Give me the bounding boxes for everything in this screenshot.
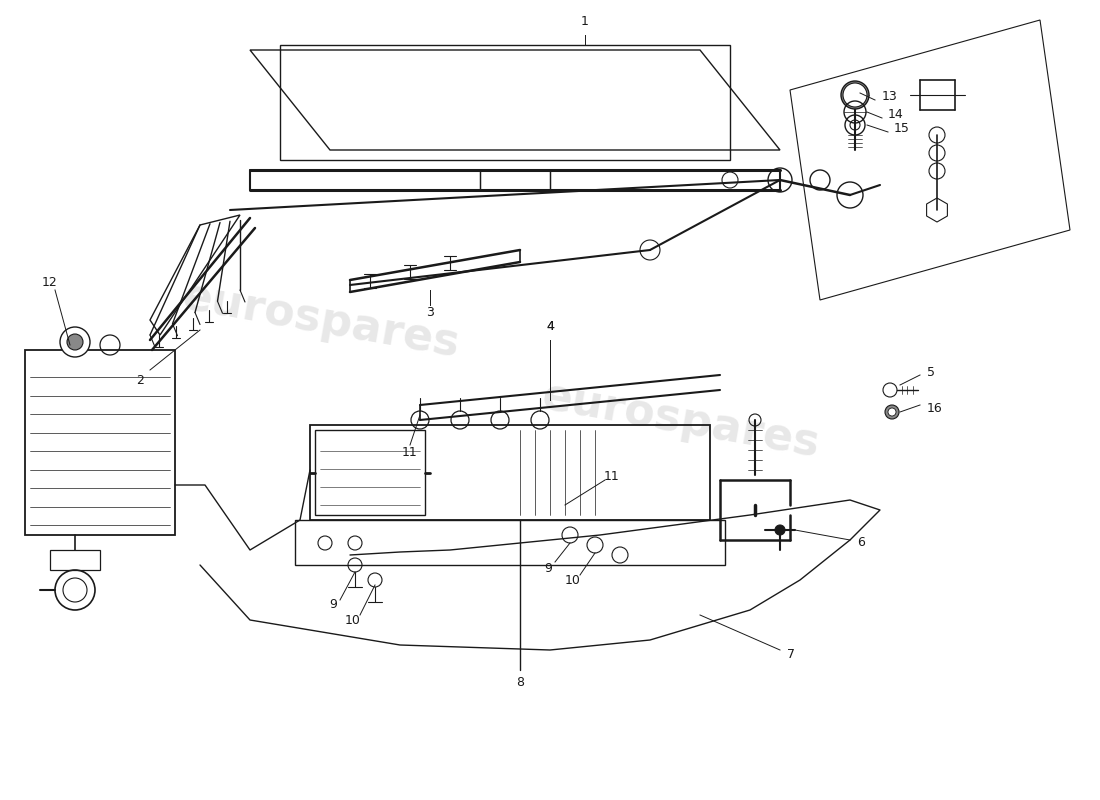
Bar — [295, 520, 725, 565]
Circle shape — [888, 408, 896, 416]
Text: 11: 11 — [403, 446, 418, 458]
Text: 3: 3 — [426, 306, 433, 319]
Circle shape — [67, 334, 82, 350]
Text: 10: 10 — [345, 614, 361, 626]
Circle shape — [60, 327, 90, 357]
Circle shape — [776, 525, 785, 535]
Circle shape — [843, 83, 867, 107]
Text: 6: 6 — [857, 537, 865, 550]
Text: 14: 14 — [888, 109, 904, 122]
Text: 4: 4 — [546, 320, 554, 333]
Bar — [25, 350, 175, 535]
Text: 9: 9 — [329, 598, 337, 611]
Text: 1: 1 — [581, 15, 589, 28]
Bar — [50, 550, 100, 570]
Text: 7: 7 — [786, 649, 795, 662]
Text: 2: 2 — [136, 374, 144, 386]
Text: 10: 10 — [565, 574, 581, 587]
Text: 16: 16 — [927, 402, 943, 414]
Bar — [480, 170, 550, 190]
Text: 11: 11 — [604, 470, 620, 483]
Text: 4: 4 — [546, 320, 554, 333]
Bar — [310, 425, 710, 520]
Circle shape — [842, 81, 869, 109]
Text: 8: 8 — [516, 677, 524, 690]
Text: 5: 5 — [927, 366, 935, 378]
Text: eurospares: eurospares — [538, 374, 823, 466]
Text: 12: 12 — [42, 275, 58, 289]
Text: eurospares: eurospares — [178, 274, 462, 366]
Circle shape — [886, 405, 899, 419]
Text: 15: 15 — [894, 122, 910, 135]
Bar — [315, 430, 425, 515]
Text: 9: 9 — [544, 562, 552, 574]
Text: 13: 13 — [882, 90, 898, 103]
